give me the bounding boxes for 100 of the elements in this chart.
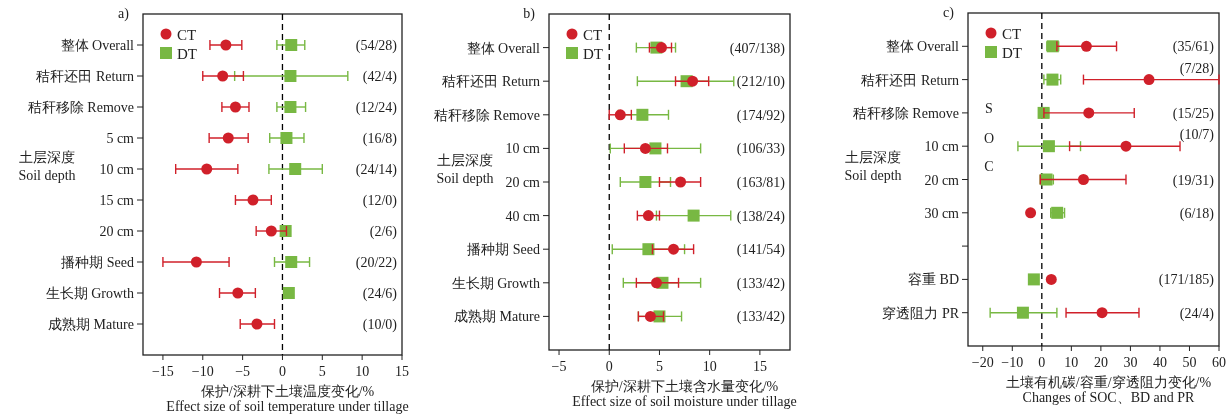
x-tick-label: 0: [278, 364, 286, 379]
legend-label: CT: [177, 27, 197, 43]
point: [655, 42, 667, 54]
x-tick-label: −10: [191, 364, 214, 379]
x-tick-label: 0: [1038, 355, 1046, 370]
y-tick-label: 生长期 Growth: [451, 275, 540, 291]
point: [190, 256, 202, 268]
y-tick-label: 秸秆移除 Remove: [852, 105, 959, 121]
annotation: (10/7): [1179, 127, 1215, 144]
y-tick-label: 播种期 Seed: [467, 242, 540, 258]
annotation: (106/33): [736, 141, 786, 158]
point: [636, 108, 649, 121]
point: [668, 243, 680, 255]
y-tick-label: 秸秆还田 Return: [36, 69, 134, 84]
annotation: (174/92): [736, 107, 786, 124]
y-tick-label: 秸秆移除 Remove: [27, 100, 134, 115]
point: [1083, 107, 1095, 119]
point: [222, 132, 234, 144]
annotation: (133/42): [736, 275, 786, 292]
point: [614, 109, 626, 121]
x-tick-label: 5: [655, 359, 663, 374]
x-tick-label: 50: [1182, 355, 1197, 370]
text: 土层深度 Soil depth: [436, 152, 494, 186]
text: 土层深度 Soil depth: [18, 149, 76, 183]
point: [229, 101, 241, 113]
y-tick-label: 30 cm: [924, 205, 960, 221]
point: [1025, 207, 1037, 219]
point: [251, 318, 263, 330]
point: [285, 256, 298, 268]
annotation: (20/22): [355, 255, 398, 271]
y-tick-label: 成熟期 Mature: [454, 309, 540, 325]
point: [201, 163, 213, 175]
annotation: C: [984, 159, 994, 175]
x-tick-label: 10: [702, 359, 717, 374]
point: [1077, 174, 1089, 185]
annotation: (138/24): [736, 208, 786, 225]
y-tick-label: 成熟期 Mature: [48, 317, 134, 332]
annotation: (133/42): [736, 309, 786, 326]
point: [265, 225, 277, 237]
y-tick-label: 穿透阻力 PR: [882, 305, 960, 321]
point: [232, 287, 244, 299]
y-tick-label: 生长期 Growth: [45, 286, 134, 301]
annotation: (163/81): [736, 175, 786, 191]
x-tick-label: 15: [752, 359, 767, 374]
legend-label: CT: [1002, 26, 1022, 42]
legend-label: DT: [1002, 45, 1022, 61]
point: [642, 243, 655, 256]
annotation: (24/4): [1179, 305, 1215, 322]
point: [247, 194, 259, 206]
x-tick-label: −20: [971, 355, 994, 370]
annotation: (42/4): [362, 69, 398, 85]
y-tick-label: 播种期 Seed: [61, 255, 134, 270]
annotation: (6/18): [1179, 205, 1215, 222]
y-tick-label: 10 cm: [924, 139, 960, 155]
annotation: (16/8): [362, 131, 398, 147]
point: [217, 70, 229, 82]
annotation: (141/54): [736, 242, 786, 259]
point: [639, 176, 652, 188]
y-tick-label: 整体 Overall: [60, 38, 135, 53]
y-tick-label: 整体 Overall: [466, 40, 541, 56]
text: 土层深度 Soil depth: [844, 150, 902, 184]
point: [644, 310, 656, 322]
annotation: (12/24): [355, 100, 398, 116]
chart-title: a): [118, 6, 130, 22]
x-tick-label: 15: [395, 364, 409, 379]
y-tick-label: 5 cm: [106, 131, 135, 146]
y-tick-label: 秸秆移除 Remove: [433, 107, 540, 123]
legend-label: DT: [177, 46, 197, 62]
point: [220, 39, 232, 51]
y-tick-label: 10 cm: [505, 141, 541, 157]
point: [280, 132, 293, 144]
point: [1096, 307, 1108, 319]
x-tick-label: 30: [1123, 355, 1138, 370]
point: [1080, 40, 1092, 52]
point: [650, 277, 662, 289]
point: [1027, 273, 1040, 286]
annotation: (24/14): [355, 162, 398, 178]
chart-title: c): [943, 5, 955, 21]
annotation: O: [983, 130, 995, 146]
x-tick-label: −5: [551, 359, 567, 374]
annotation: (35/61): [1172, 39, 1215, 56]
y-tick-label: 秸秆还田 Return: [442, 74, 540, 90]
y-tick-label: 20 cm: [924, 172, 960, 188]
annotation: (54/28): [355, 38, 398, 54]
y-tick-label: 40 cm: [505, 208, 541, 224]
legend-label: DT: [583, 46, 603, 62]
point: [1120, 140, 1132, 152]
point: [284, 70, 297, 82]
annotation: (10/0): [362, 317, 398, 333]
annotation: (19/31): [1172, 172, 1215, 189]
point: [1143, 74, 1155, 86]
annotation: (15/25): [1172, 105, 1215, 122]
x-tick-label: 20: [1093, 355, 1108, 370]
y-tick-label: 整体 Overall: [885, 39, 960, 55]
point: [285, 39, 298, 51]
annotation: (171/185): [1158, 272, 1215, 289]
point: [675, 176, 687, 188]
x-tick-label: −10: [1001, 355, 1024, 370]
x-axis-title: 保护/深耕下土壤温度变化/% Effect size of soil temperature under tillage: [166, 384, 409, 414]
y-tick-label: 20 cm: [505, 175, 541, 190]
